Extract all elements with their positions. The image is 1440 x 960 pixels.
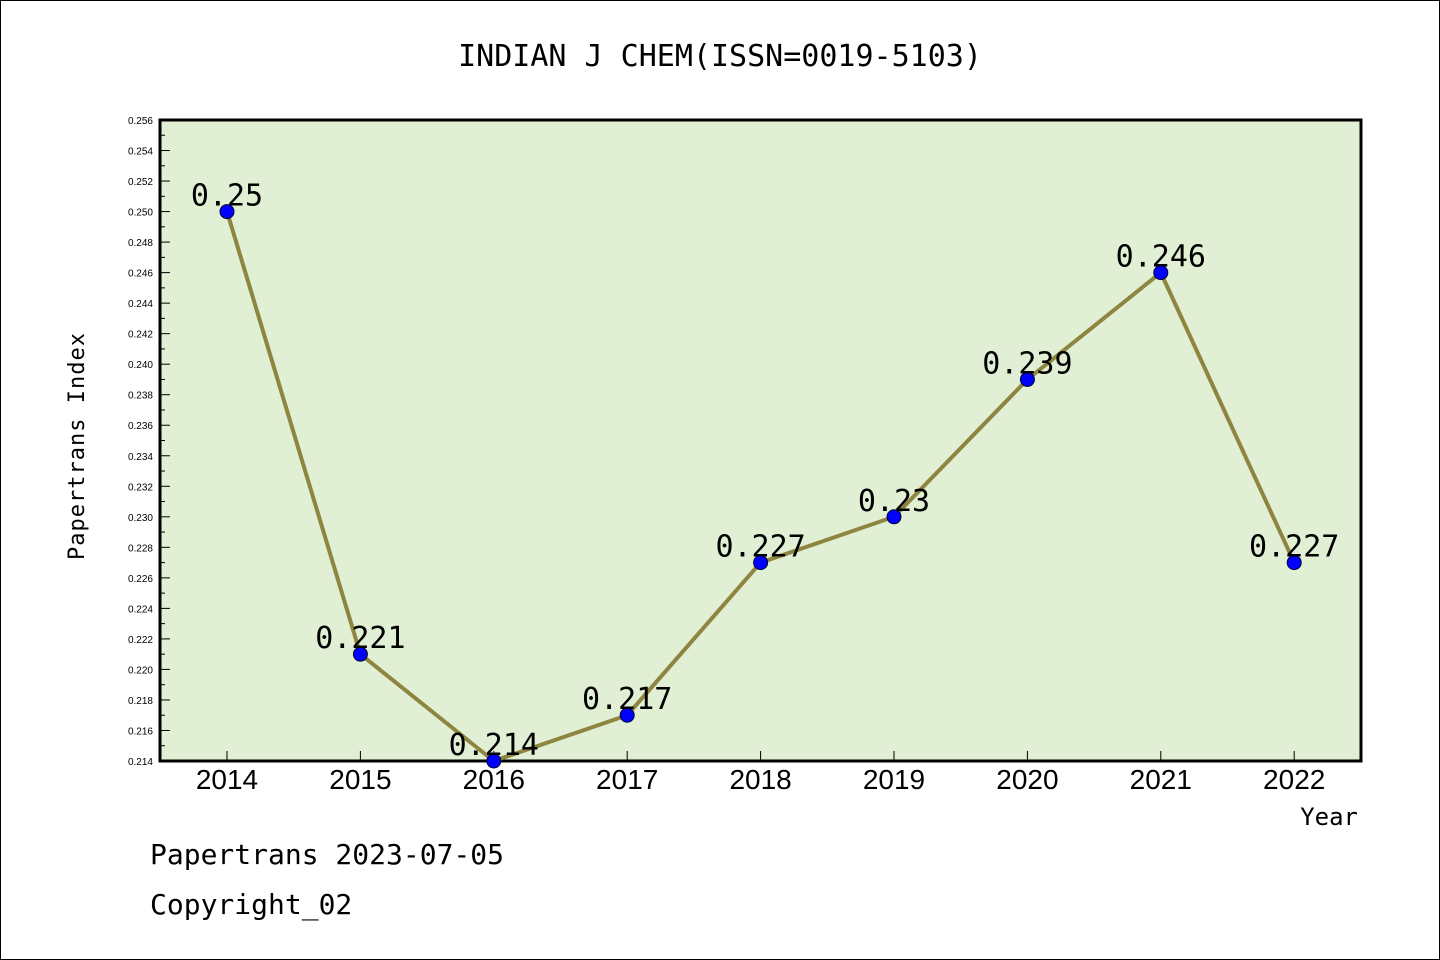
- y-tick-label: 0.236: [128, 421, 153, 432]
- data-point: [619, 707, 635, 723]
- data-label: 0.25: [191, 179, 263, 214]
- data-label: 0.246: [1116, 240, 1206, 275]
- y-tick-label: 0.246: [128, 269, 153, 280]
- y-tick-label: 0.224: [128, 604, 153, 615]
- data-point: [1153, 265, 1169, 281]
- x-tick-label: 2014: [196, 764, 258, 795]
- x-axis-label: Year: [1300, 803, 1358, 831]
- y-tick-label: 0.226: [128, 574, 153, 585]
- x-tick-label: 2019: [863, 764, 925, 795]
- y-tick-label: 0.252: [128, 177, 153, 188]
- y-tick-label: 0.250: [128, 208, 153, 219]
- y-tick-label: 0.244: [128, 299, 153, 310]
- x-tick-label: 2018: [729, 764, 791, 795]
- x-tick-label: 2015: [329, 764, 391, 795]
- x-tick-label: 2016: [463, 764, 525, 795]
- y-tick-label: 0.214: [128, 757, 153, 768]
- data-label: 0.239: [982, 346, 1072, 381]
- data-point: [1286, 555, 1302, 571]
- y-tick-label: 0.216: [128, 726, 153, 737]
- data-point: [886, 509, 902, 525]
- plot-area: [158, 118, 1363, 763]
- data-point: [219, 204, 235, 220]
- chart-title: INDIAN J CHEM(ISSN=0019-5103): [458, 39, 982, 74]
- y-tick-label: 0.228: [128, 543, 153, 554]
- data-label: 0.217: [582, 682, 672, 717]
- x-tick-label: 2020: [996, 764, 1058, 795]
- y-tick-label: 0.238: [128, 391, 153, 402]
- y-tick-label: 0.248: [128, 238, 153, 249]
- y-tick-label: 0.222: [128, 635, 153, 646]
- data-point: [486, 753, 502, 769]
- y-tick-label: 0.234: [128, 452, 153, 463]
- data-label: 0.23: [858, 484, 930, 519]
- y-tick-label: 0.256: [128, 116, 153, 127]
- footer-copyright: Copyright_02: [150, 888, 352, 922]
- data-point: [1019, 371, 1035, 387]
- data-labels: 0.25 0.221 0.214 0.217 0.227 0.23 0.239 0.246 0.…: [191, 179, 1339, 763]
- y-tick-label: 0.220: [128, 665, 153, 676]
- x-tick-label: 2022: [1263, 764, 1325, 795]
- y-tick-label: 0.240: [128, 360, 153, 371]
- data-point: [352, 646, 368, 662]
- data-label: 0.214: [449, 728, 539, 763]
- data-label: 0.227: [715, 530, 805, 565]
- y-axis-label: Papertrans Index: [65, 332, 90, 560]
- y-axis: 0.214 0.216 0.218 0.220 0.222 0.224 0.226 0.228…: [128, 116, 170, 768]
- x-tick-label: 2017: [596, 764, 658, 795]
- data-point: [753, 555, 769, 571]
- x-axis: 2014 2015 2016 2017 2018 2019 2020 2021 2022: [196, 751, 1325, 795]
- data-label: 0.227: [1249, 530, 1339, 565]
- x-tick-label: 2021: [1130, 764, 1192, 795]
- y-tick-label: 0.242: [128, 330, 153, 341]
- markers: [219, 204, 1302, 769]
- y-tick-label: 0.218: [128, 696, 153, 707]
- footer-date: Papertrans 2023-07-05: [150, 838, 504, 871]
- y-tick-label: 0.230: [128, 513, 153, 524]
- y-tick-label: 0.254: [128, 147, 153, 158]
- data-label: 0.221: [315, 621, 405, 656]
- y-tick-label: 0.232: [128, 482, 153, 493]
